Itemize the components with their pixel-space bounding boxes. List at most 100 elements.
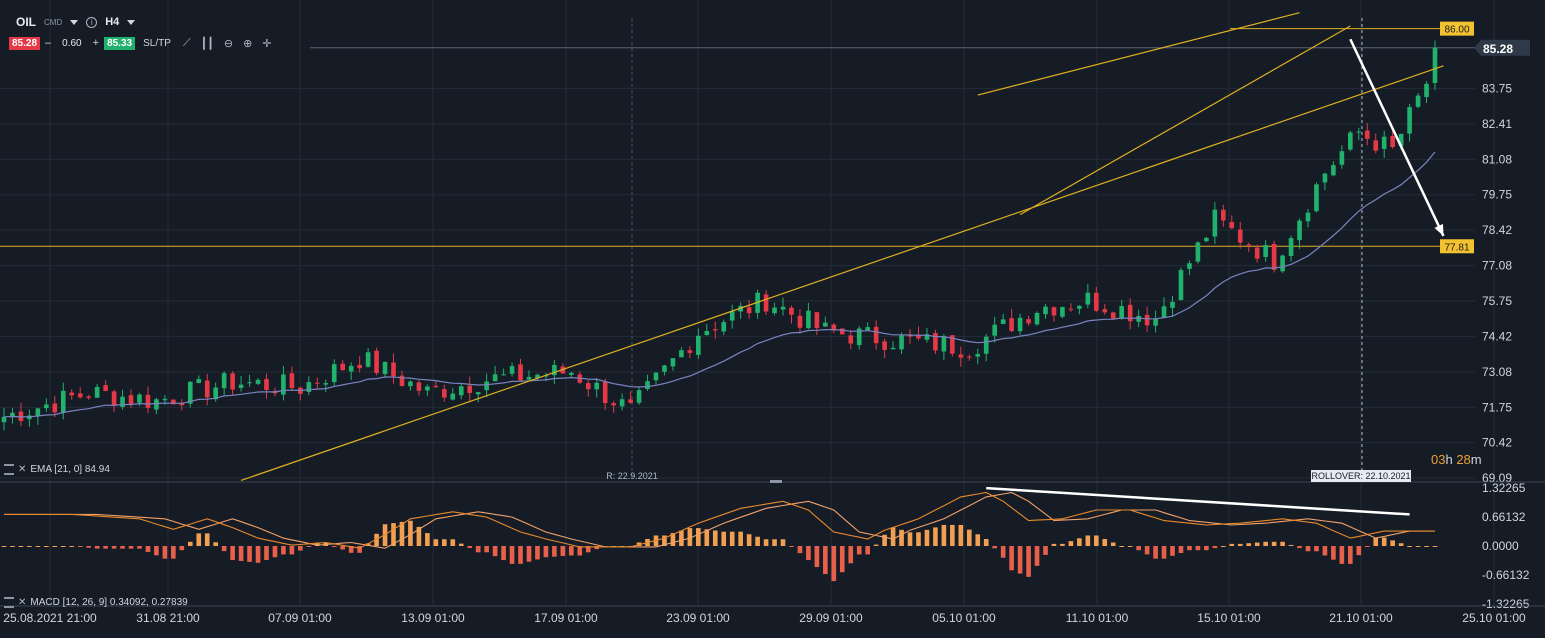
- candle-body: [289, 373, 295, 389]
- candle-body: [171, 399, 176, 405]
- timer-m-unit: m: [1470, 452, 1482, 467]
- macd-histogram-bar: [865, 546, 870, 555]
- close-icon[interactable]: ✕: [18, 597, 27, 608]
- info-icon[interactable]: i: [86, 16, 98, 28]
- candle-body: [1195, 242, 1201, 262]
- candles-icon[interactable]: ┃┃: [200, 37, 214, 50]
- macd-histogram-bar: [1068, 541, 1074, 546]
- price-levels: 86.00 77.81 85.28: [0, 18, 1530, 478]
- macd-histogram-bar: [1381, 537, 1387, 546]
- macd-histogram-bar: [314, 542, 320, 546]
- macd-histogram-bar: [687, 528, 693, 546]
- candle-body: [1407, 107, 1412, 134]
- candlestick-series: [1, 40, 1438, 431]
- line-chart-icon[interactable]: ⟋: [182, 36, 191, 49]
- candle-body: [467, 385, 473, 394]
- zoom-in-icon[interactable]: ⊕: [243, 37, 253, 50]
- sell-button[interactable]: 85.28: [9, 36, 41, 50]
- candle-body: [1237, 229, 1243, 243]
- macd-histogram-bar: [907, 532, 913, 546]
- candle-body: [1170, 301, 1175, 308]
- decrease-volume-button[interactable]: –: [45, 37, 52, 49]
- candle-body: [281, 374, 286, 395]
- increase-volume-button[interactable]: +: [92, 37, 100, 49]
- macd-histogram-bar: [933, 527, 938, 546]
- candle-body: [1364, 130, 1370, 139]
- candle-body: [1263, 245, 1268, 257]
- buy-button[interactable]: 85.33: [104, 36, 136, 50]
- macd-y-tick-label: 1.32265: [1482, 481, 1526, 495]
- candle-body: [458, 386, 464, 396]
- zoom-out-icon[interactable]: ⊖: [223, 37, 234, 50]
- candle-body: [94, 386, 100, 398]
- candle-body: [1051, 307, 1057, 316]
- crosshair-icon[interactable]: ✛: [262, 37, 272, 50]
- macd-histogram-bar: [1398, 543, 1404, 546]
- candle-body: [865, 327, 870, 331]
- rollover-badge: [1311, 470, 1411, 482]
- candle-body: [992, 324, 998, 336]
- candle-body: [763, 294, 769, 312]
- y-tick-label: 82.41: [1482, 117, 1512, 131]
- candle-body: [264, 379, 269, 390]
- candle-body: [501, 374, 506, 376]
- settings-icon[interactable]: [4, 597, 14, 608]
- settings-icon[interactable]: [4, 464, 14, 475]
- candle-body: [645, 381, 650, 390]
- sltp-button[interactable]: SL/TP: [143, 37, 171, 49]
- macd-histogram-bar: [696, 528, 701, 546]
- macd-histogram-bar: [255, 546, 261, 563]
- macd-histogram-bar: [120, 546, 125, 549]
- macd-histogram-bar: [1407, 546, 1412, 547]
- y-tick-label: 74.42: [1482, 329, 1512, 343]
- candle-body: [1119, 306, 1125, 319]
- macd-histogram-bar: [1280, 541, 1285, 546]
- candle-body: [1000, 319, 1006, 324]
- symbol-name[interactable]: OIL: [16, 15, 36, 29]
- chevron-down-icon[interactable]: [127, 19, 136, 25]
- timeframe-selector[interactable]: H4: [105, 16, 120, 28]
- macd-histogram-bar: [1102, 538, 1108, 546]
- candle-body: [1271, 243, 1277, 270]
- candle-body: [1390, 135, 1395, 147]
- macd-histogram-bar: [535, 546, 540, 560]
- candle-body: [441, 389, 447, 398]
- macd-histogram-bar: [1356, 546, 1362, 556]
- volume-value[interactable]: 0.60: [62, 37, 82, 49]
- macd-histogram-bar: [755, 536, 760, 546]
- candle-body: [1077, 305, 1082, 309]
- candle-body: [1085, 292, 1091, 305]
- macd-histogram-bar: [492, 546, 498, 557]
- macd-histogram-bar: [1204, 546, 1209, 551]
- macd-histogram-bar: [1254, 542, 1260, 546]
- candle-body: [1314, 184, 1319, 212]
- close-icon[interactable]: ✕: [18, 464, 27, 475]
- macd-histogram-bar: [60, 546, 66, 547]
- candle-body: [509, 366, 515, 374]
- macd-histogram-bar: [873, 544, 879, 546]
- macd-histogram-bar: [196, 533, 202, 546]
- candle-body: [52, 403, 58, 413]
- macd-histogram-bar: [1246, 543, 1252, 546]
- macd-histogram-bar: [18, 546, 24, 547]
- macd-histogram-bar: [789, 546, 794, 547]
- candle-body: [856, 328, 862, 346]
- macd-histogram-bar: [425, 533, 430, 546]
- candle-body: [60, 390, 66, 413]
- candle-body: [1153, 318, 1158, 326]
- candle-body: [399, 375, 405, 387]
- macd-histogram-bar: [1339, 546, 1345, 564]
- candle-body: [975, 353, 981, 357]
- macd-y-tick-label: 0.0000: [1482, 539, 1519, 553]
- macd-histogram-bar: [1195, 546, 1201, 551]
- macd-histogram-bar: [69, 546, 75, 547]
- chevron-down-icon[interactable]: [70, 19, 79, 25]
- macd-histogram-bar: [729, 531, 735, 546]
- candle-body: [552, 364, 557, 376]
- macd-histogram-bar: [331, 546, 337, 547]
- candle-body: [1212, 209, 1218, 237]
- macd-histogram-bar: [543, 546, 549, 558]
- macd-histogram-bar: [1305, 546, 1311, 552]
- candle-body: [1339, 151, 1345, 165]
